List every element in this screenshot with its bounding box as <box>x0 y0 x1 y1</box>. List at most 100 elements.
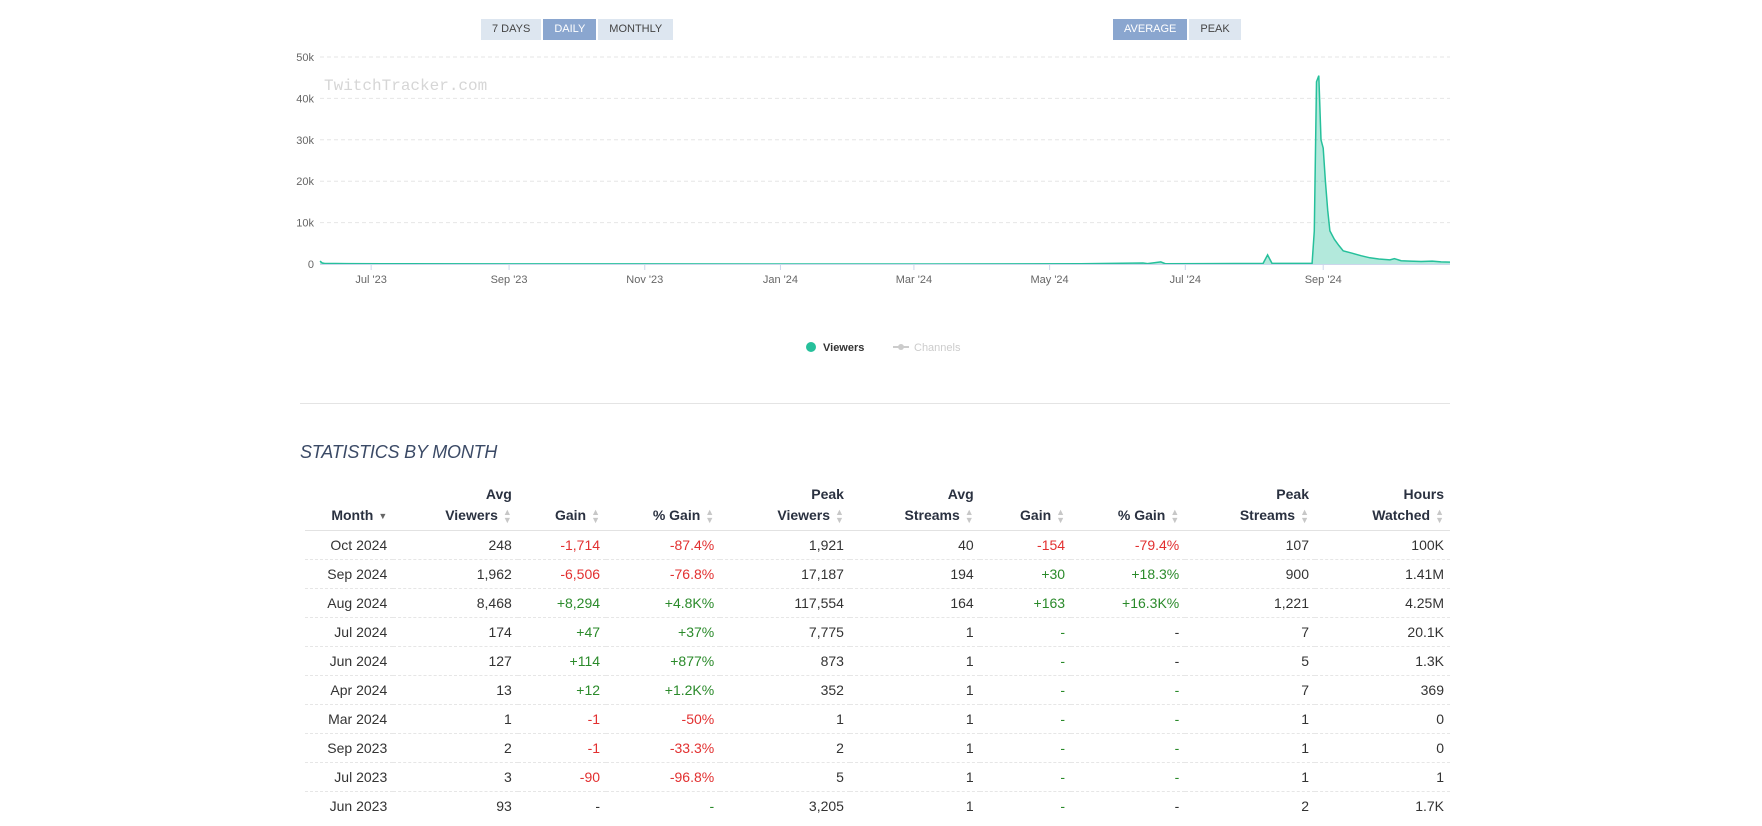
table-cell: 2 <box>1301 798 1309 814</box>
col-header-line1 <box>1071 484 1179 505</box>
table-cell: - <box>979 704 1072 734</box>
table-row: Jun 2024 127 +114 +877% 873 1- -5 1.3K <box>305 646 1450 676</box>
table-cell: 369 <box>1315 675 1450 705</box>
y-tick-label: 10k <box>296 218 314 230</box>
table-cell: -79.4% <box>1071 530 1186 560</box>
stats-col-header[interactable]: Peak Viewers ▲ ▼ <box>720 484 850 531</box>
table-cell: Jul 2024 <box>305 617 394 647</box>
table-cell: 164 <box>849 588 980 618</box>
table-cell: -90 <box>517 762 607 792</box>
table-cell: 1 <box>1185 762 1315 792</box>
stats-table: Month ▼ Avg Viewers ▲ ▼ Gain ▲ ▼ % Gain ▲ ▼ Peak Vi… <box>305 484 1450 820</box>
table-cell: Apr 2024 <box>305 675 394 705</box>
table-cell: 20.1K <box>1315 617 1450 647</box>
table-cell: Oct 2024 <box>305 530 394 560</box>
sort-icon[interactable]: ▲ ▼ <box>1435 507 1444 526</box>
table-cell: 1 <box>1185 704 1315 734</box>
sort-icon[interactable]: ▲ ▼ <box>1170 507 1180 526</box>
table-cell: 1 <box>1315 762 1450 792</box>
col-header-line2: Streams <box>1239 507 1296 523</box>
stats-col-header[interactable]: Avg Streams ▲ ▼ <box>849 484 980 531</box>
stats-col-header[interactable]: Avg Viewers ▲ ▼ <box>393 484 518 531</box>
x-tick-label: Mar '24 <box>896 274 932 286</box>
x-tick-label: Sep '23 <box>491 274 528 286</box>
stats-col-header[interactable]: Gain ▲ ▼ <box>517 484 607 531</box>
sort-desc-icon[interactable]: ▼ <box>378 511 388 522</box>
table-cell: 2 <box>393 733 518 763</box>
stats-col-header[interactable]: % Gain ▲ ▼ <box>606 484 721 531</box>
col-header-line2: Streams <box>904 507 960 523</box>
col-header-line1 <box>606 484 714 505</box>
col-header-line2: % Gain <box>652 507 701 523</box>
sort-icon[interactable]: ▲ ▼ <box>964 507 974 526</box>
sort-icon[interactable]: ▲ ▼ <box>502 507 512 526</box>
col-header-line1 <box>305 484 387 505</box>
table-cell: -50% <box>606 704 721 734</box>
y-tick-label: 30k <box>296 135 314 147</box>
table-cell: 7 <box>1185 617 1315 647</box>
table-row: Jul 2024 174 +47 +37% 7,775 1- -7 20.1K <box>305 617 1450 647</box>
table-cell: 8,468 <box>393 588 518 618</box>
table-cell: - <box>979 733 1072 763</box>
table-cell: 1 <box>849 646 980 676</box>
sort-icon[interactable]: ▲ ▼ <box>1300 507 1309 526</box>
stats-col-header[interactable]: % Gain ▲ ▼ <box>1071 484 1186 531</box>
table-cell: -154 <box>979 530 1072 560</box>
table-cell: 1.41M <box>1315 559 1450 589</box>
col-header-line2: Viewers <box>445 507 498 523</box>
table-cell: -33.3% <box>606 733 721 763</box>
y-tick-label: 50k <box>296 52 314 64</box>
table-cell: Sep 2024 <box>305 559 394 589</box>
table-cell: +18.3% <box>1071 559 1186 589</box>
table-cell: 3 <box>393 762 518 792</box>
metric-peak-button[interactable]: PEAK <box>1189 19 1241 40</box>
metric-average-button[interactable]: AVERAGE <box>1113 19 1188 40</box>
range-monthly-button[interactable]: MONTHLY <box>598 19 674 40</box>
sort-icon[interactable]: ▲ ▼ <box>1056 507 1066 526</box>
section-divider <box>300 403 1450 404</box>
table-cell: 3,205 <box>808 798 844 814</box>
table-cell: +8,294 <box>517 588 607 618</box>
sort-icon[interactable]: ▲ ▼ <box>835 507 844 526</box>
sort-icon[interactable]: ▲ ▼ <box>591 507 601 526</box>
table-cell: +47 <box>517 617 607 647</box>
table-cell: +114 <box>517 646 607 676</box>
table-row: Oct 2024 248 -1,714 -87.4% 1,921 40 -154 -79.4%… <box>305 530 1450 560</box>
legend-item-channels[interactable]: Channels <box>893 342 961 354</box>
table-cell: 7,775 <box>720 617 850 647</box>
legend-channels-marker <box>898 344 904 350</box>
legend-channels-label: Channels <box>914 342 961 354</box>
table-cell: 7 <box>1185 675 1315 705</box>
table-cell: 117,554 <box>720 588 850 618</box>
table-cell: 17,187 <box>720 559 850 589</box>
range-daily-button[interactable]: DAILY <box>543 19 597 40</box>
x-tick-label: May '24 <box>1031 274 1069 286</box>
chart-legend: Viewers Channels <box>806 342 961 354</box>
table-cell: - <box>1071 675 1186 705</box>
table-cell: 1 <box>393 704 518 734</box>
range-7days-button[interactable]: 7 DAYS <box>481 19 542 40</box>
sort-icon[interactable]: ▲ ▼ <box>705 507 715 526</box>
x-tick-label: Nov '23 <box>626 274 663 286</box>
stats-col-header[interactable]: Hours Watched ▲ ▼ <box>1315 484 1450 531</box>
stats-col-header[interactable]: Gain ▲ ▼ <box>979 484 1072 531</box>
stats-col-header[interactable]: Month ▼ <box>305 484 394 531</box>
table-cell: 174 <box>393 617 518 647</box>
stats-col-header[interactable]: Peak Streams ▲ ▼ <box>1185 484 1315 531</box>
table-cell: 1 <box>965 798 974 814</box>
table-cell: - <box>1071 646 1186 676</box>
table-cell: Sep 2023 <box>305 733 394 763</box>
table-cell: - <box>979 675 1072 705</box>
table-cell: 127 <box>393 646 518 676</box>
legend-item-viewers[interactable]: Viewers <box>806 342 864 354</box>
table-cell: 5 <box>1185 646 1315 676</box>
table-cell: 1 <box>849 733 980 763</box>
col-header-line1: Hours <box>1403 486 1444 502</box>
table-cell: 107 <box>1185 530 1315 560</box>
table-cell: -76.8% <box>606 559 721 589</box>
table-cell: 1.7K <box>1415 798 1444 814</box>
table-cell: 1 <box>849 675 980 705</box>
table-cell: 1 <box>849 704 980 734</box>
table-cell: 4.25M <box>1315 588 1450 618</box>
col-header-line1: Peak <box>1276 486 1309 502</box>
